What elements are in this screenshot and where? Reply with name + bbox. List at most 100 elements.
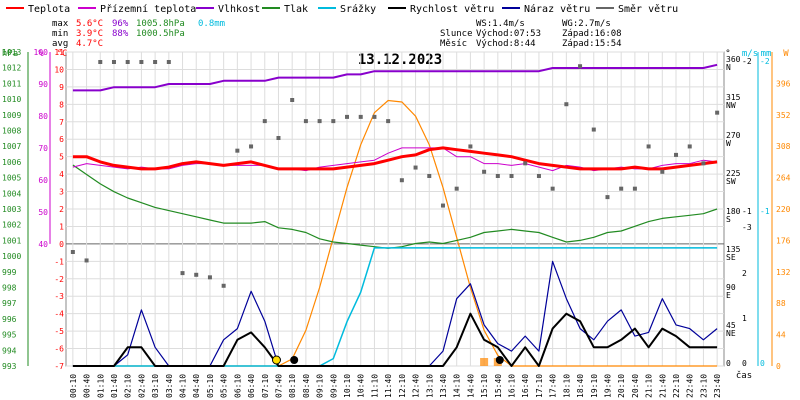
ms-tick-label: -2 bbox=[742, 57, 752, 66]
x-tick-label: 06:40 bbox=[247, 374, 256, 398]
chart-title: 13.12.2023 bbox=[358, 52, 442, 68]
c-tick-label: -7 bbox=[54, 362, 64, 371]
moonrise-marker bbox=[290, 356, 299, 364]
w-tick-label: 88 bbox=[776, 299, 786, 308]
w-tick-label: 352 bbox=[776, 111, 791, 120]
wind-dir-point bbox=[98, 60, 103, 64]
x-tick-label: 23:10 bbox=[699, 374, 708, 398]
w-tick-label: 176 bbox=[776, 236, 791, 245]
x-tick-label: 04:10 bbox=[179, 374, 188, 398]
legend-label-pressure: Tlak bbox=[284, 4, 308, 15]
c-tick-label: -2 bbox=[54, 275, 64, 284]
stats-max-hum: 96% bbox=[112, 19, 129, 29]
axis-unit-ms: m/s bbox=[742, 49, 758, 59]
deg-tick-label: 135 bbox=[726, 245, 741, 254]
wind-dir-point bbox=[358, 114, 363, 119]
x-tick-label: 08:40 bbox=[302, 374, 311, 398]
x-tick-label: 13:10 bbox=[425, 374, 434, 398]
wind-dir-point bbox=[413, 165, 418, 170]
legend: Teplota Přízemní teplota Vlhkost Tlak Sr… bbox=[6, 3, 678, 15]
mm-tick-label: -1 bbox=[760, 207, 770, 216]
legend-label-ground-temp: Přízemní teplota bbox=[100, 3, 196, 15]
wind-dir-point bbox=[249, 144, 254, 149]
deg-tick-label: 180 bbox=[726, 207, 741, 216]
x-tick-label: 18:40 bbox=[576, 374, 585, 398]
hpa-tick-label: 995 bbox=[2, 331, 17, 340]
deg-tick-label: 225 bbox=[726, 169, 741, 178]
c-tick-label: 8 bbox=[59, 100, 64, 109]
stats-avg-label: avg bbox=[52, 39, 68, 49]
x-tick-label: 02:40 bbox=[137, 374, 146, 398]
wind-dir-point bbox=[619, 186, 624, 191]
hpa-tick-label: 1006 bbox=[2, 158, 21, 167]
c-tick-label: 10 bbox=[54, 65, 64, 74]
sunrise-marker bbox=[271, 355, 281, 365]
axis-unit-pct: % bbox=[38, 49, 44, 59]
wind-dir-point bbox=[715, 110, 720, 115]
wind-dir-point bbox=[303, 119, 308, 124]
x-tick-label: 07:40 bbox=[274, 374, 283, 398]
deg-tick-label: 360 bbox=[726, 55, 741, 64]
wind-speed-line bbox=[72, 312, 718, 367]
plot-layer bbox=[65, 51, 725, 367]
wind-dir-point bbox=[440, 203, 445, 208]
wind-dir-point bbox=[317, 119, 322, 124]
wind-dir-point bbox=[523, 161, 528, 166]
x-tick-label: 04:40 bbox=[192, 374, 201, 398]
x-tick-label: 10:40 bbox=[357, 374, 366, 398]
hpa-tick-label: 1002 bbox=[2, 221, 21, 230]
x-tick-label: 02:10 bbox=[124, 374, 133, 398]
moonset-marker bbox=[495, 356, 504, 364]
ms-tick-label: -3 bbox=[742, 223, 752, 232]
x-tick-label: 07:10 bbox=[261, 374, 270, 398]
wind-dir-point bbox=[468, 144, 473, 149]
stats-min-temp: 3.9°C bbox=[76, 29, 103, 39]
x-tick-label: 20:40 bbox=[631, 374, 640, 398]
deg-tick-label: 0 bbox=[726, 359, 731, 368]
c-tick-label: -5 bbox=[54, 327, 64, 336]
stats-moon-label: Měsíc bbox=[440, 39, 467, 49]
wind-dir-point bbox=[427, 174, 432, 178]
deg-compass-label: W bbox=[726, 139, 731, 148]
x-tick-label: 11:10 bbox=[370, 374, 379, 398]
stats-min-press: 1000.5hPa bbox=[136, 29, 185, 39]
wind-dir-point bbox=[550, 186, 555, 191]
wind-dir-point bbox=[111, 60, 116, 64]
wind-dir-point bbox=[564, 102, 569, 107]
pct-tick-label: 90 bbox=[38, 80, 48, 89]
c-tick-label: 3 bbox=[59, 188, 64, 197]
c-tick-label: 0 bbox=[59, 240, 64, 249]
pct-tick-label: 80 bbox=[38, 112, 48, 121]
hpa-tick-label: 1010 bbox=[2, 95, 21, 104]
x-tick-label: 05:40 bbox=[220, 374, 229, 398]
legend-label-humidity: Vlhkost bbox=[218, 4, 260, 15]
wind-dir-point bbox=[386, 119, 391, 124]
hpa-tick-label: 993 bbox=[2, 362, 17, 371]
c-tick-label: -1 bbox=[54, 257, 64, 266]
x-tick-label: 20:10 bbox=[617, 374, 626, 398]
wind-dir-point bbox=[646, 144, 651, 149]
c-tick-label: 2 bbox=[59, 205, 64, 214]
x-tick-label: 00:40 bbox=[83, 374, 92, 398]
temperature-line bbox=[72, 146, 718, 171]
wind-dir-point bbox=[674, 152, 679, 157]
x-tick-label: 05:10 bbox=[206, 374, 215, 398]
hpa-tick-label: 1007 bbox=[2, 142, 21, 151]
wind-dir-point bbox=[262, 119, 267, 124]
x-tick-label: 17:10 bbox=[535, 374, 544, 398]
wind-dir-point bbox=[194, 272, 199, 277]
x-tick-label: 17:40 bbox=[549, 374, 558, 398]
c-tick-label: 1 bbox=[59, 222, 64, 231]
stats-wg: WG:2.7m/s bbox=[562, 19, 611, 29]
stats-max-press: 1005.8hPa bbox=[136, 19, 185, 29]
stats-max-temp: 5.6°C bbox=[76, 19, 103, 29]
pct-tick-label: 50 bbox=[38, 208, 48, 217]
wind-dir-point bbox=[331, 119, 336, 124]
wind-dir-point bbox=[578, 64, 583, 69]
axis-unit-mm: mm bbox=[761, 49, 772, 59]
x-tick-label: 22:10 bbox=[672, 374, 681, 398]
solar-bar bbox=[480, 358, 489, 366]
deg-tick-label: 45 bbox=[726, 321, 736, 330]
deg-tick-label: 90 bbox=[726, 283, 736, 292]
